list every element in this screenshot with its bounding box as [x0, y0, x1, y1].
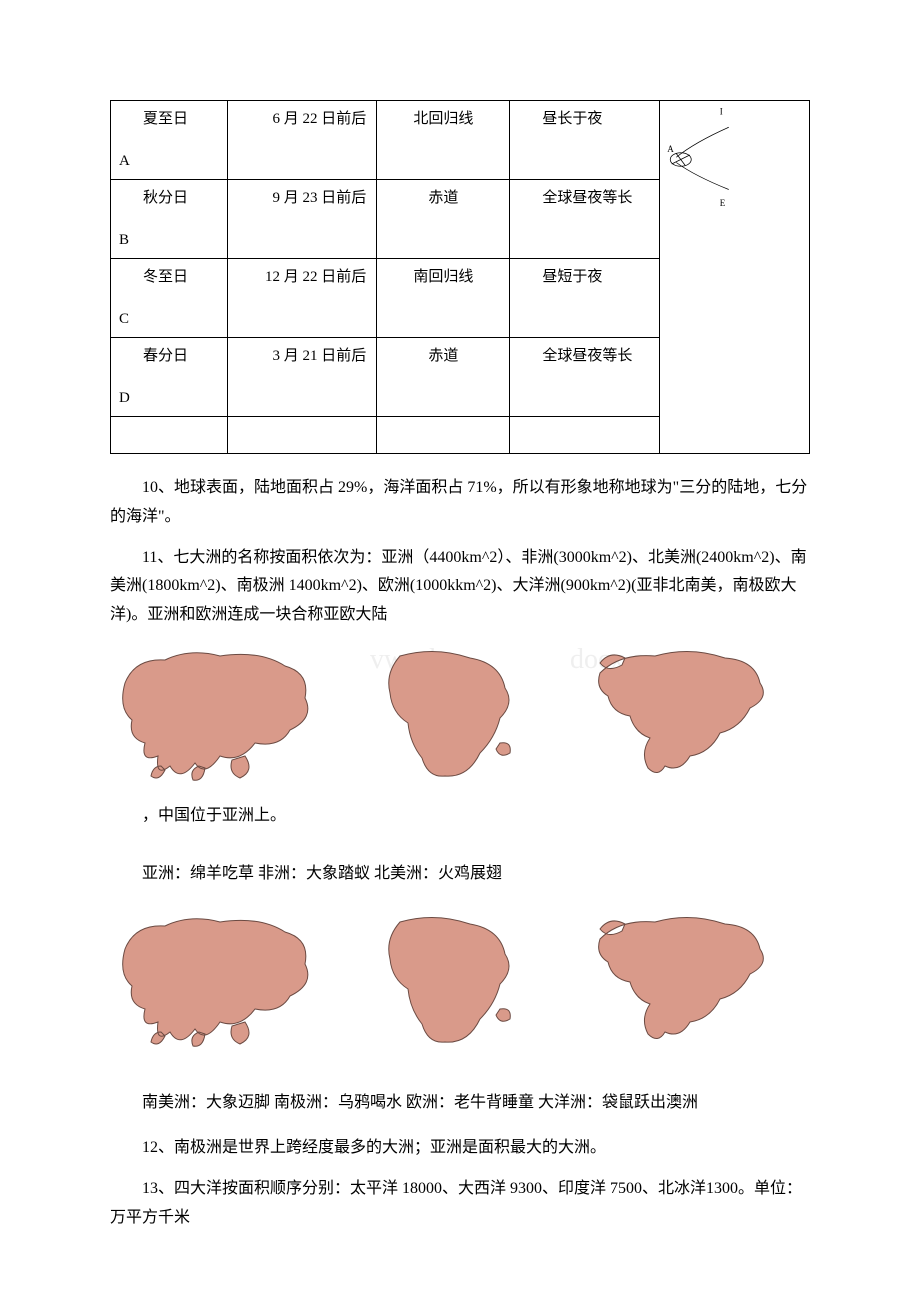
asia-map-icon-2 — [110, 904, 320, 1054]
day-length: 全球昼夜等长 — [518, 190, 632, 206]
paragraph-11: 11、七大洲的名称按面积依次为：亚洲（4400km^2）、非洲(3000km^2… — [110, 544, 810, 630]
row-letter: B — [119, 228, 129, 252]
africa-map-icon-2 — [340, 904, 550, 1054]
cell-date: 6 月 22 日前后 — [227, 101, 377, 180]
row-letter: C — [119, 307, 129, 331]
term-name: 春分日 — [119, 348, 188, 364]
cell-sun: 北回归线 — [377, 101, 510, 180]
diagram-label-a: A — [667, 144, 674, 154]
row-letter: A — [119, 149, 130, 173]
term-name: 秋分日 — [119, 190, 188, 206]
empty-cell — [377, 417, 510, 454]
cell-daylen: 全球昼夜等长 — [510, 180, 660, 259]
cell-date: 12 月 22 日前后 — [227, 259, 377, 338]
continent-images-row-2 — [110, 904, 810, 1054]
cell-row-label: 秋分日 B — [111, 180, 228, 259]
paragraph-10: 10、地球表面，陆地面积占 29%，海洋面积占 71%，所以有形象地称地球为"三… — [110, 474, 810, 532]
cell-sun: 赤道 — [377, 180, 510, 259]
cell-sun: 南回归线 — [377, 259, 510, 338]
term-date: 6 月 22 日前后 — [273, 111, 367, 127]
day-length: 昼长于夜 — [518, 111, 602, 127]
cell-row-label: 冬至日 C — [111, 259, 228, 338]
sun-direct: 南回归线 — [413, 269, 473, 285]
diagram-label-bottom: E — [720, 198, 726, 208]
solar-terms-table: 夏至日 A 6 月 22 日前后 北回归线 昼长于夜 I A E — [110, 100, 810, 454]
term-date: 3 月 21 日前后 — [273, 348, 367, 364]
table-row: 夏至日 A 6 月 22 日前后 北回归线 昼长于夜 I A E — [111, 101, 810, 180]
day-length: 昼短于夜 — [518, 269, 602, 285]
mnemonic-line-1: 亚洲：绵羊吃草 非洲：大象踏蚁 北美洲：火鸡展翅 — [110, 861, 810, 887]
north-america-map-icon: docx.co — [570, 638, 780, 788]
empty-cell — [510, 417, 660, 454]
cell-daylen: 全球昼夜等长 — [510, 338, 660, 417]
paragraph-11b: ，中国位于亚洲上。 — [110, 802, 810, 831]
cell-row-label: 夏至日 A — [111, 101, 228, 180]
cell-diagram: I A E — [660, 101, 810, 454]
paragraph-12: 12、南极洲是世界上跨经度最多的大洲；亚洲是面积最大的大洲。 — [110, 1134, 810, 1163]
asia-map-icon — [110, 638, 320, 788]
row-letter: D — [119, 386, 130, 410]
north-america-map-icon-2 — [570, 904, 780, 1054]
day-length: 全球昼夜等长 — [518, 348, 632, 364]
orbit-arc-bottom — [676, 163, 729, 190]
empty-cell — [111, 417, 228, 454]
term-date: 12 月 22 日前后 — [265, 269, 366, 285]
orbit-diagram: I A E — [660, 101, 730, 221]
mnemonic-line-2: 南美洲：大象迈脚 南极洲：乌鸦喝水 欧洲：老牛背睡童 大洋洲：袋鼠跃出澳洲 — [110, 1090, 810, 1116]
sun-direct: 北回归线 — [413, 111, 473, 127]
cell-row-label: 春分日 D — [111, 338, 228, 417]
empty-cell — [227, 417, 377, 454]
sun-direct: 赤道 — [428, 190, 458, 206]
diagram-label-top: I — [720, 107, 723, 117]
cell-daylen: 昼短于夜 — [510, 259, 660, 338]
paragraph-13: 13、四大洋按面积顺序分别：太平洋 18000、大西洋 9300、印度洋 750… — [110, 1175, 810, 1233]
continent-images-row-1: vww.b docx.co — [110, 638, 810, 788]
cell-date: 3 月 21 日前后 — [227, 338, 377, 417]
term-date: 9 月 23 日前后 — [273, 190, 367, 206]
term-name: 冬至日 — [119, 269, 188, 285]
cell-date: 9 月 23 日前后 — [227, 180, 377, 259]
term-name: 夏至日 — [119, 111, 188, 127]
cell-daylen: 昼长于夜 — [510, 101, 660, 180]
africa-map-icon: vww.b — [340, 638, 550, 788]
sun-direct: 赤道 — [428, 348, 458, 364]
cell-sun: 赤道 — [377, 338, 510, 417]
